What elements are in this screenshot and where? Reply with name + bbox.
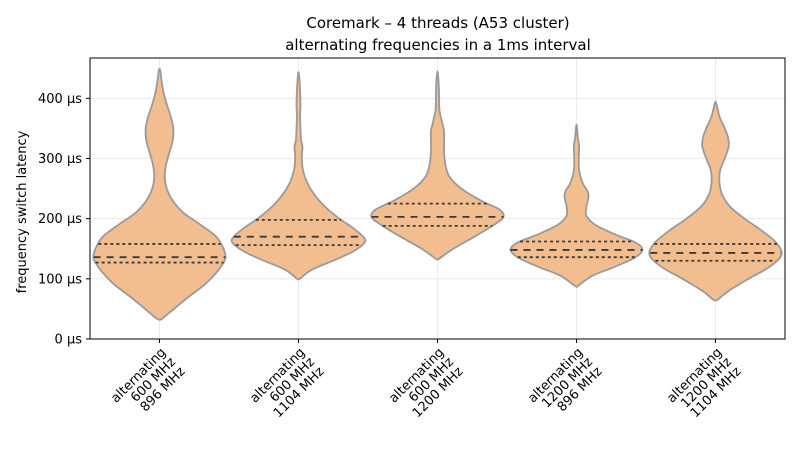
y-axis-label: frequency switch latency: [15, 130, 30, 293]
violin-body: [648, 100, 783, 302]
violin-body: [509, 123, 644, 288]
y-tick-label: 100 µs: [38, 272, 82, 287]
y-tick-label: 200 µs: [38, 212, 82, 227]
violins: [92, 67, 783, 321]
y-tick-label: 0 µs: [55, 333, 83, 348]
chart-title: Coremark – 4 threads (A53 cluster): [306, 14, 569, 32]
violin-body: [370, 70, 505, 261]
chart-subtitle: alternating frequencies in a 1ms interva…: [285, 36, 591, 54]
plot-frame: [89, 57, 786, 340]
violin-body: [230, 71, 367, 281]
x-axis: alternating600 MHz896 MHz alternating600 …: [108, 339, 745, 425]
y-axis: 0 µs 100 µs 200 µs 300 µs 400 µs: [38, 92, 90, 348]
x-tick-label: alternating1200 MHz896 MHz: [525, 345, 605, 425]
violin-body: [92, 67, 227, 321]
x-tick-label: alternating1200 MHz1104 MHz: [664, 345, 744, 425]
x-tick-label: alternating600 MHz1200 MHz: [386, 345, 466, 425]
x-tick-label: alternating600 MHz1104 MHz: [247, 345, 327, 425]
x-tick-label: alternating600 MHz896 MHz: [108, 345, 188, 425]
y-tick-label: 400 µs: [38, 92, 82, 107]
y-tick-label: 300 µs: [38, 152, 82, 167]
